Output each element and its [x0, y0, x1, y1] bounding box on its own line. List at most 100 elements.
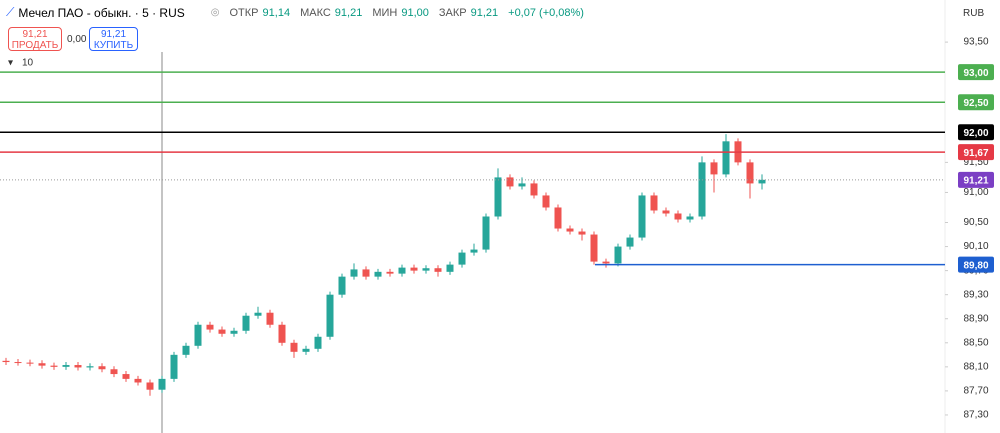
- candle-body: [482, 216, 490, 250]
- level-badge: [958, 171, 994, 188]
- candle-body: [626, 237, 634, 247]
- candle-body: [374, 271, 382, 277]
- candle-body: [146, 382, 154, 390]
- candle-body: [194, 324, 202, 346]
- candle-body: [14, 362, 22, 364]
- candle-body: [218, 329, 226, 334]
- level-badge: [958, 256, 994, 273]
- candle-body: [170, 354, 178, 379]
- candle-body: [422, 268, 430, 271]
- stat-label: МАКС: [300, 6, 331, 19]
- candle-body: [206, 324, 214, 330]
- candle-body: [590, 234, 598, 262]
- candle-body: [110, 369, 118, 375]
- candle-body: [338, 276, 346, 295]
- y-tick-label: 88,50: [963, 337, 988, 348]
- candle-body: [242, 315, 250, 331]
- candle-body: [494, 177, 502, 217]
- candle-body: [362, 269, 370, 277]
- sell-label: ПРОДАТЬ: [11, 40, 59, 51]
- candle-body: [158, 378, 166, 390]
- candle-body: [302, 348, 310, 352]
- stat-value: 91,00: [401, 6, 429, 19]
- buy-button[interactable]: 91,21 КУПИТЬ: [89, 27, 138, 51]
- candle-body: [506, 177, 514, 187]
- candle-body: [698, 162, 706, 217]
- candle-body: [386, 271, 394, 274]
- candle-body: [314, 336, 322, 349]
- level-label: 92,00: [963, 128, 988, 139]
- eye-icon[interactable]: ◎: [210, 7, 220, 18]
- candle-body: [686, 216, 694, 220]
- candle-body: [650, 195, 658, 211]
- y-tick-label: 88,90: [963, 313, 988, 324]
- sell-price: 91,21: [22, 29, 48, 40]
- candle-body: [542, 195, 550, 208]
- candle-body: [554, 207, 562, 229]
- candle-body: [50, 365, 58, 367]
- y-tick-label: 91,50: [963, 157, 988, 168]
- y-tick-label: 91,00: [963, 187, 988, 198]
- candle-body: [530, 183, 538, 196]
- candle-body: [578, 231, 586, 235]
- symbol: Мечел ПАО - обыкн. · 5 · RUS: [18, 5, 185, 20]
- y-tick-label: 93,50: [963, 37, 988, 48]
- candle-body: [74, 365, 82, 368]
- stat-label: ОТКР: [229, 6, 259, 19]
- candle-body: [446, 264, 454, 272]
- candle-body: [566, 228, 574, 232]
- candle-body: [98, 366, 106, 370]
- stat-value: 91,21: [470, 6, 499, 19]
- candle-body: [710, 162, 718, 175]
- candle-body: [662, 210, 670, 214]
- candle-body: [278, 324, 286, 343]
- candle-body: [182, 345, 190, 355]
- header: ⟋ Мечел ПАО - обыкн. · 5 · RUS ◎ ОТКР 91,…: [6, 5, 590, 20]
- y-tick-label: 89,30: [963, 289, 988, 300]
- candle-body: [290, 342, 298, 352]
- level-label: 91,67: [963, 148, 988, 159]
- level-label: 91,21: [963, 175, 988, 186]
- level-badge: [958, 64, 994, 81]
- level-badge: [958, 94, 994, 111]
- candle-body: [350, 269, 358, 277]
- y-tick-label: 88,10: [963, 361, 988, 372]
- indicator-arrow: ▾: [8, 58, 13, 69]
- candle-body: [458, 252, 466, 265]
- candle-body: [470, 249, 478, 253]
- stat-label: ЗАКР: [438, 6, 467, 19]
- symbol-icon: ⟋: [6, 5, 15, 19]
- currency[interactable]: RUB: [963, 8, 985, 19]
- y-tick-label: 87,30: [963, 410, 988, 421]
- candle-body: [134, 378, 142, 383]
- stat-value: 91,21: [334, 6, 363, 19]
- candle-body: [38, 363, 46, 366]
- level-label: 92,50: [963, 98, 988, 109]
- level-badge: [958, 144, 994, 161]
- candle-body: [518, 183, 526, 187]
- candle-body: [230, 330, 238, 334]
- candle-body: [86, 366, 94, 368]
- buy-label: КУПИТЬ: [93, 40, 134, 51]
- candle-body: [638, 195, 646, 238]
- spread: 0,00: [67, 34, 87, 45]
- level-label: 89,80: [963, 260, 988, 271]
- candle-body: [266, 312, 274, 325]
- level-badge: [958, 124, 994, 141]
- indicator-value: 10: [22, 58, 34, 69]
- candle-body: [398, 267, 406, 274]
- y-tick-label: 90,50: [963, 217, 988, 228]
- change: +0,07 (+0,08%): [508, 6, 584, 19]
- candle-body: [326, 294, 334, 337]
- candle-body: [122, 374, 130, 379]
- candle-body: [602, 261, 610, 264]
- sell-button[interactable]: 91,21 ПРОДАТЬ: [8, 27, 62, 51]
- stat-label: МИН: [372, 6, 398, 19]
- candle-body: [614, 246, 622, 264]
- candle-body: [722, 141, 730, 175]
- candle-body: [254, 312, 262, 316]
- y-tick-label: 90,10: [963, 241, 988, 252]
- candle-body: [410, 267, 418, 271]
